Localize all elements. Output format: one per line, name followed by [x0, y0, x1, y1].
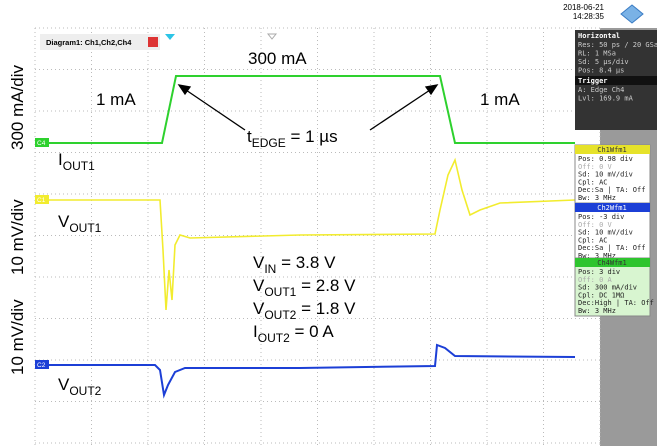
channel-box-line: Pos: 3 div: [578, 268, 620, 276]
annotation: 1 mA: [96, 90, 136, 109]
text: = 3.8 V: [276, 253, 336, 272]
axis-label: 300 mA/div: [8, 64, 27, 150]
panel-line: Pos: 8.4 µs: [578, 67, 624, 75]
subscript: EDGE: [252, 136, 286, 150]
axis-label: 10 mV/div: [8, 299, 27, 375]
symbol: V: [253, 299, 265, 318]
channel-box-title: Ch4Wfm1: [597, 259, 627, 267]
channel-box-line: Dec:Sa | TA: Off: [578, 244, 645, 252]
subscript: IN: [264, 262, 276, 276]
panel-title: Horizontal: [578, 32, 620, 40]
screenshot: 2018-06-21 14:28:35 Diagram1: Ch1,Ch2,Ch…: [0, 0, 657, 446]
text: = 1 µs: [286, 127, 338, 146]
annotation: 1 mA: [480, 90, 520, 109]
channel-marker: C4: [35, 138, 49, 147]
symbol: V: [253, 253, 265, 272]
channel-box-line: Sd: 300 mA/div: [578, 284, 637, 292]
panel-line: A: Edge Ch4: [578, 86, 624, 94]
channel-box-line: Sd: 10 mV/div: [578, 229, 633, 237]
subscript: OUT2: [69, 384, 101, 398]
text: = 1.8 V: [296, 299, 356, 318]
date: 2018-06-21: [563, 3, 604, 12]
panel-line: Sd: 5 µs/div: [578, 58, 629, 66]
channel-box-line: Dec:Sa | TA: Off: [578, 186, 645, 194]
time: 14:28:35: [573, 12, 605, 21]
symbol: V: [253, 276, 265, 295]
channel-box-title: Ch2Wfm1: [597, 204, 627, 212]
diagram-tab-label: Diagram1: Ch1,Ch2,Ch4: [46, 38, 132, 47]
channel-marker: C2: [35, 360, 49, 369]
panel-line: Res: 50 ps / 20 GSa/s: [578, 41, 657, 49]
panel-line: RL: 1 MSa: [578, 50, 616, 58]
subscript: OUT1: [264, 285, 296, 299]
close-icon[interactable]: [148, 37, 158, 47]
panel-line: Lvl: 169.9 mA: [578, 95, 634, 103]
channel-marker-label: C1: [37, 197, 46, 204]
channel-box-line: Off: 0 A: [578, 276, 613, 284]
subscript: OUT1: [69, 221, 101, 235]
subscript: OUT2: [258, 331, 290, 345]
channel-box-line: Pos: -3 div: [578, 213, 624, 221]
subscript: OUT1: [63, 159, 95, 173]
channel-marker-label: C2: [37, 362, 46, 369]
channel-box-line: Cpl: AC: [578, 178, 608, 186]
channel-box-title: Ch1Wfm1: [597, 146, 627, 154]
text: = 0 A: [290, 322, 335, 341]
annotation: 300 mA: [248, 49, 307, 68]
channel-marker: C1: [35, 195, 49, 204]
logo: [621, 5, 643, 23]
channel-box-line: Pos: 0.98 div: [578, 155, 633, 163]
channel-box-line: Cpl: AC: [578, 236, 608, 244]
symbol: V: [58, 375, 70, 394]
channel-box-line: Off: 0 V: [578, 163, 613, 171]
channel-marker-label: C4: [37, 140, 46, 147]
axis-label: 10 mV/div: [8, 199, 27, 275]
text: = 2.8 V: [296, 276, 356, 295]
channel-box-line: Sd: 10 mV/div: [578, 171, 633, 179]
panel-title: Trigger: [578, 77, 608, 85]
channel-box-line: Bw: 3 MHz: [578, 194, 616, 202]
channel-box-line: Bw: 3 MHz: [578, 307, 616, 315]
channel-box-line: Cpl: DC 1MΩ: [578, 291, 624, 299]
subscript: OUT2: [264, 308, 296, 322]
channel-box-line: Off: 0 V: [578, 221, 613, 229]
symbol: V: [58, 212, 70, 231]
channel-box-line: Dec:High | TA: Off: [578, 299, 654, 307]
